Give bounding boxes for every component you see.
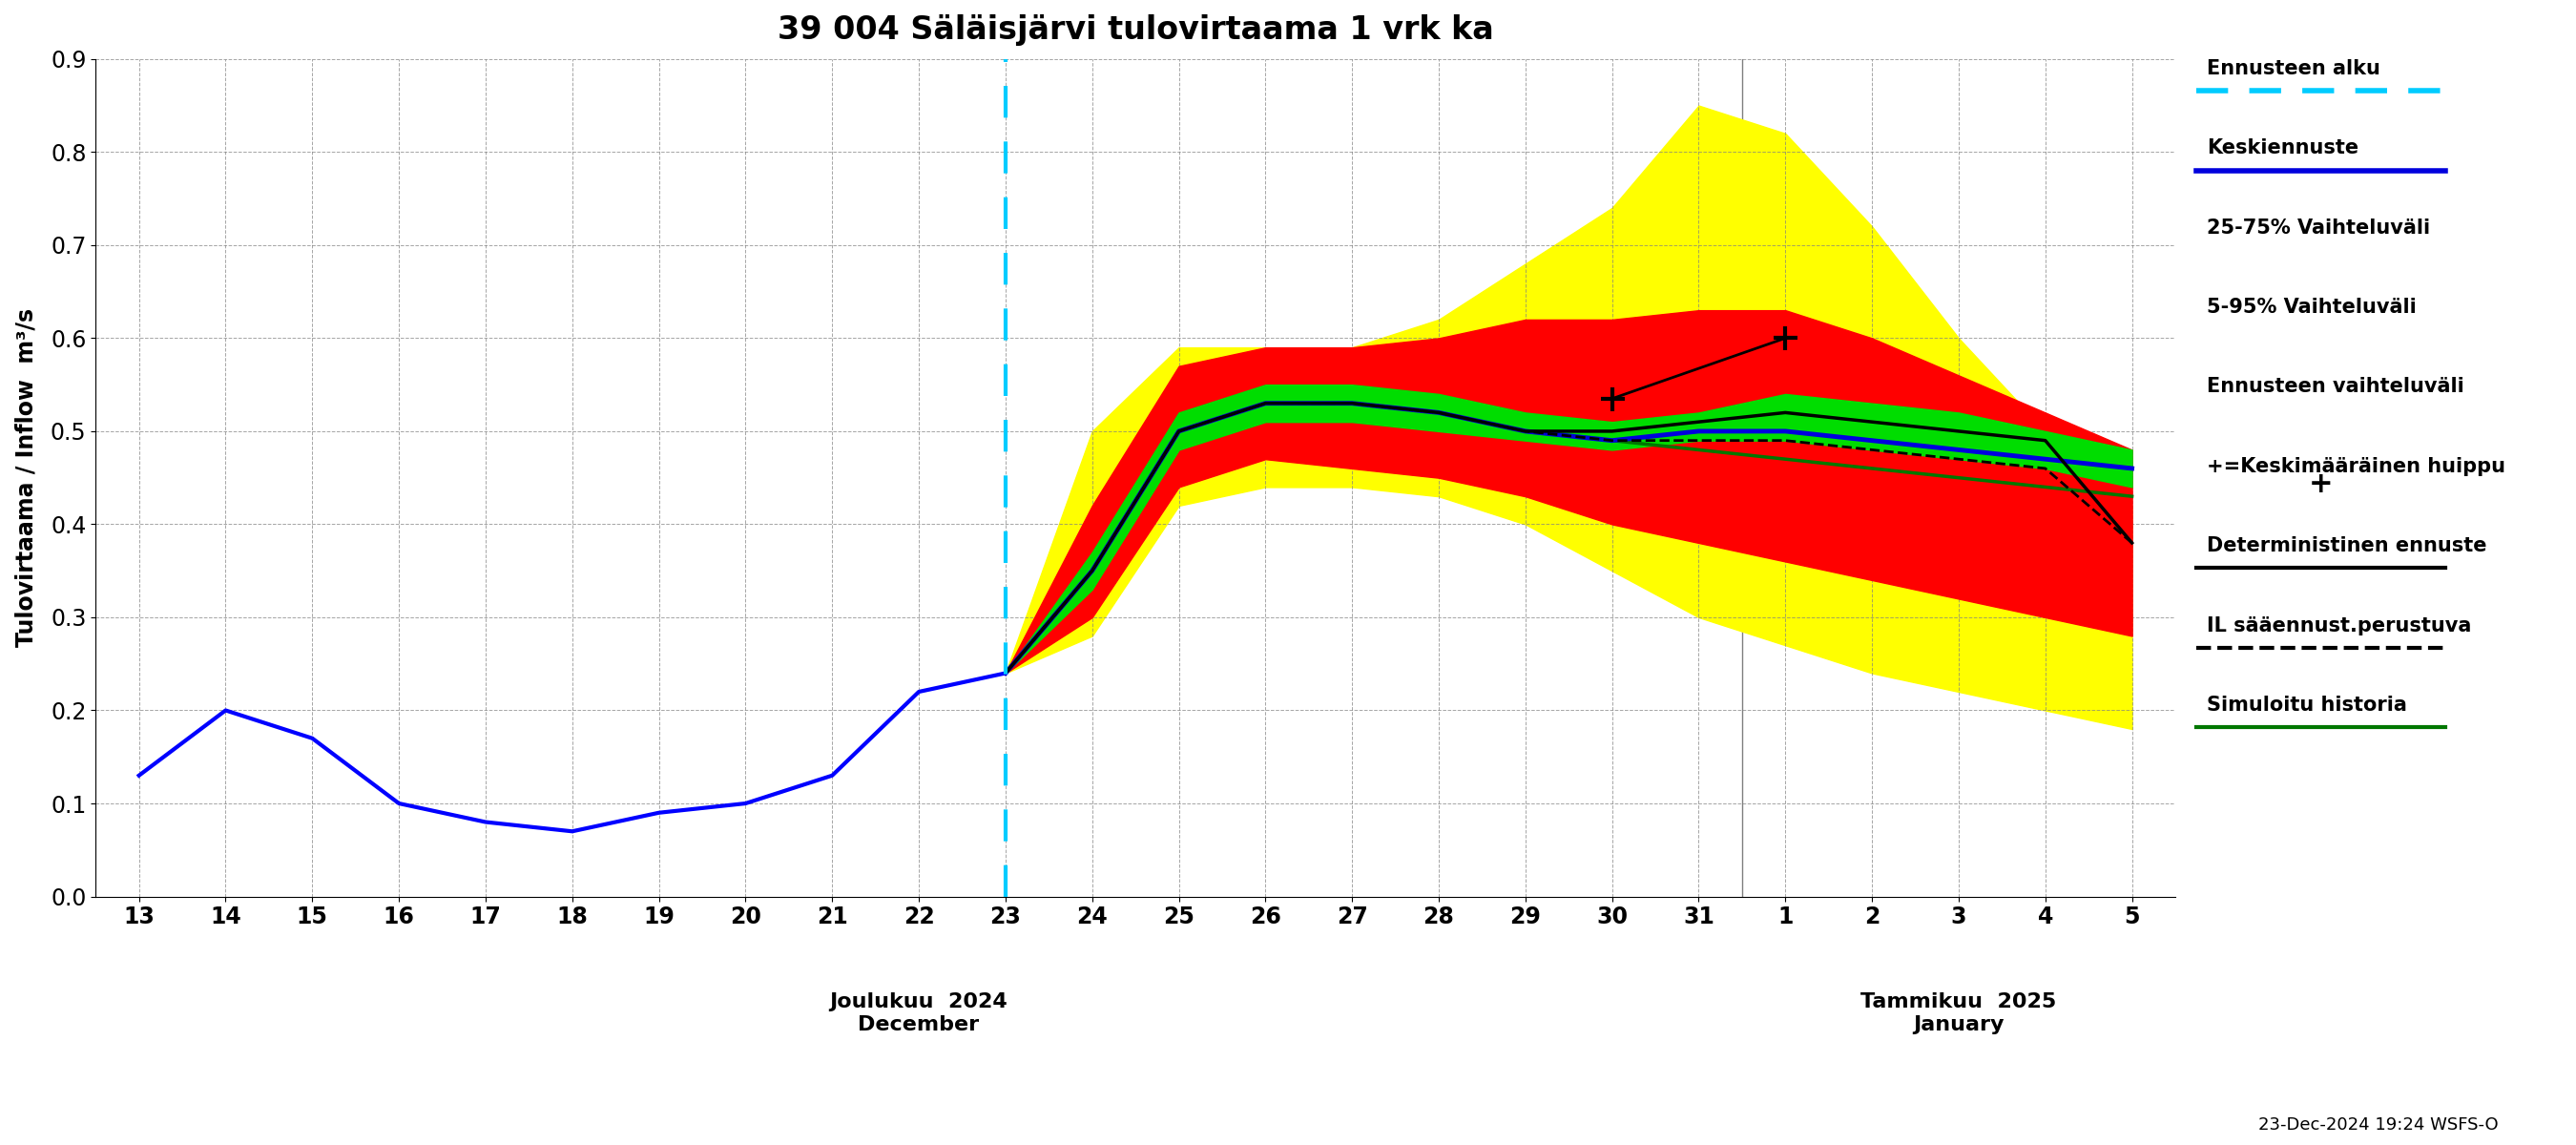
FancyBboxPatch shape bbox=[2197, 401, 2445, 424]
Text: 23-Dec-2024 19:24 WSFS-O: 23-Dec-2024 19:24 WSFS-O bbox=[2259, 1116, 2499, 1134]
Y-axis label: Tulovirtaama / Inflow  m³/s: Tulovirtaama / Inflow m³/s bbox=[15, 308, 36, 647]
Text: +​=Keskimääräinen huippu: +​=Keskimääräinen huippu bbox=[2208, 457, 2504, 476]
Text: IL sääennust.perustuva: IL sääennust.perustuva bbox=[2208, 616, 2470, 635]
Text: Deterministinen ennuste: Deterministinen ennuste bbox=[2208, 536, 2486, 555]
FancyBboxPatch shape bbox=[2197, 242, 2445, 264]
Text: 5-95% Vaihteluväli: 5-95% Vaihteluväli bbox=[2208, 298, 2416, 317]
Text: Simuloitu historia: Simuloitu historia bbox=[2208, 695, 2406, 714]
Text: +: + bbox=[2308, 471, 2334, 498]
Text: 25-75% Vaihteluväli: 25-75% Vaihteluväli bbox=[2208, 218, 2429, 237]
Text: Ennusteen alku: Ennusteen alku bbox=[2208, 60, 2380, 78]
Text: Joulukuu  2024
December: Joulukuu 2024 December bbox=[829, 993, 1007, 1034]
Text: Tammikuu  2025
January: Tammikuu 2025 January bbox=[1860, 993, 2056, 1034]
Text: Keskiennuste: Keskiennuste bbox=[2208, 139, 2357, 158]
Text: Ennusteen vaihteluväli: Ennusteen vaihteluväli bbox=[2208, 377, 2463, 396]
FancyBboxPatch shape bbox=[2197, 321, 2445, 345]
Title: 39 004 Säläisjärvi tulovirtaama 1 vrk ka: 39 004 Säläisjärvi tulovirtaama 1 vrk ka bbox=[778, 14, 1494, 46]
